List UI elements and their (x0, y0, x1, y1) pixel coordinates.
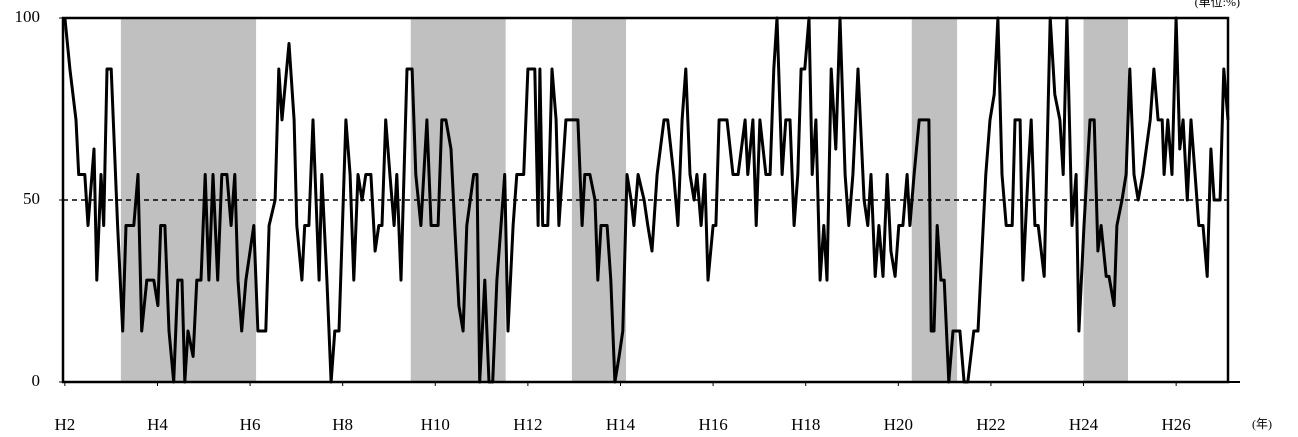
x-tick-label: H22 (976, 415, 1005, 434)
x-tick-label: H4 (147, 415, 168, 434)
x-tick-label: H16 (698, 415, 727, 434)
x-tick-label: H26 (1161, 415, 1190, 434)
data-line (63, 16, 1230, 384)
unit-label: (単位:%) (1195, 0, 1240, 9)
y-tick-label: 100 (15, 7, 41, 26)
x-tick-label: H6 (240, 415, 261, 434)
x-tick-label: H2 (54, 415, 75, 434)
x-tick-label: H18 (791, 415, 820, 434)
x-tick-label: H20 (884, 415, 913, 434)
x-tick-label: H8 (332, 415, 353, 434)
y-tick-label: 0 (32, 371, 41, 390)
x-unit-label: (年) (1252, 417, 1272, 431)
y-tick-label: 50 (23, 189, 40, 208)
x-tick-label: H12 (513, 415, 542, 434)
x-tick-label: H24 (1069, 415, 1099, 434)
x-tick-label: H14 (606, 415, 636, 434)
x-tick-label: H10 (421, 415, 450, 434)
